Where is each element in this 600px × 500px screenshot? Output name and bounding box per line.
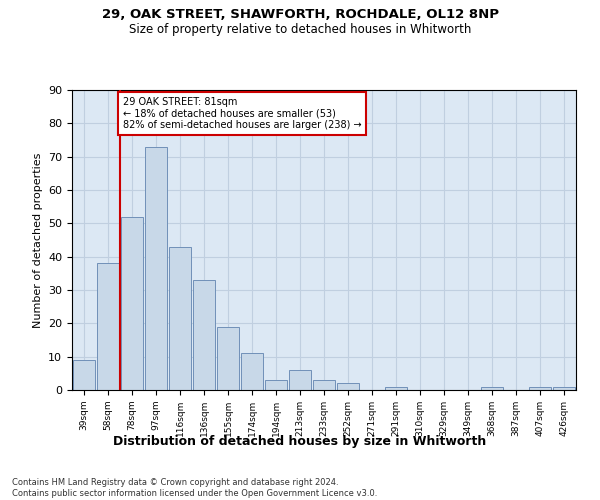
Text: Size of property relative to detached houses in Whitworth: Size of property relative to detached ho… (129, 22, 471, 36)
Bar (97, 264, 119, 390)
Y-axis label: Number of detached properties: Number of detached properties (32, 152, 43, 328)
Bar (385, 386, 407, 390)
Bar (337, 384, 359, 390)
Text: Distribution of detached houses by size in Whitworth: Distribution of detached houses by size … (113, 435, 487, 448)
Text: 29, OAK STREET, SHAWFORTH, ROCHDALE, OL12 8NP: 29, OAK STREET, SHAWFORTH, ROCHDALE, OL1… (101, 8, 499, 20)
Bar (265, 380, 287, 390)
Bar (553, 386, 575, 390)
Text: 29 OAK STREET: 81sqm
← 18% of detached houses are smaller (53)
82% of semi-detac: 29 OAK STREET: 81sqm ← 18% of detached h… (123, 96, 362, 130)
Bar (481, 386, 503, 390)
Text: Contains HM Land Registry data © Crown copyright and database right 2024.
Contai: Contains HM Land Registry data © Crown c… (12, 478, 377, 498)
Bar (193, 280, 215, 390)
Bar (289, 370, 311, 390)
Bar (313, 380, 335, 390)
Bar (217, 326, 239, 390)
Bar (169, 246, 191, 390)
Bar (529, 386, 551, 390)
Bar (73, 360, 95, 390)
Bar (121, 216, 143, 390)
Bar (241, 354, 263, 390)
Bar (145, 146, 167, 390)
